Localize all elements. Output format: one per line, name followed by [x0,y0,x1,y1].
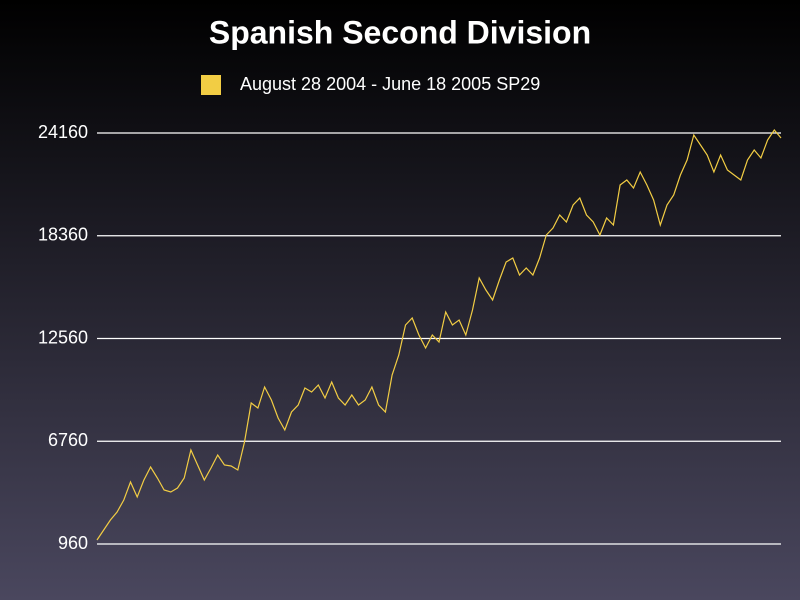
y-tick-label: 18360 [38,225,88,245]
data-line [96,129,782,541]
chart-title: Spanish Second Division [209,14,591,50]
y-tick-label: 6760 [48,430,88,450]
legend-swatch [201,75,221,95]
legend-label: August 28 2004 - June 18 2005 SP29 [240,74,540,94]
y-tick-label: 12560 [38,327,88,347]
y-tick-label: 24160 [38,122,88,142]
y-tick-label: 960 [58,533,88,553]
legend: August 28 2004 - June 18 2005 SP29 [201,74,540,95]
